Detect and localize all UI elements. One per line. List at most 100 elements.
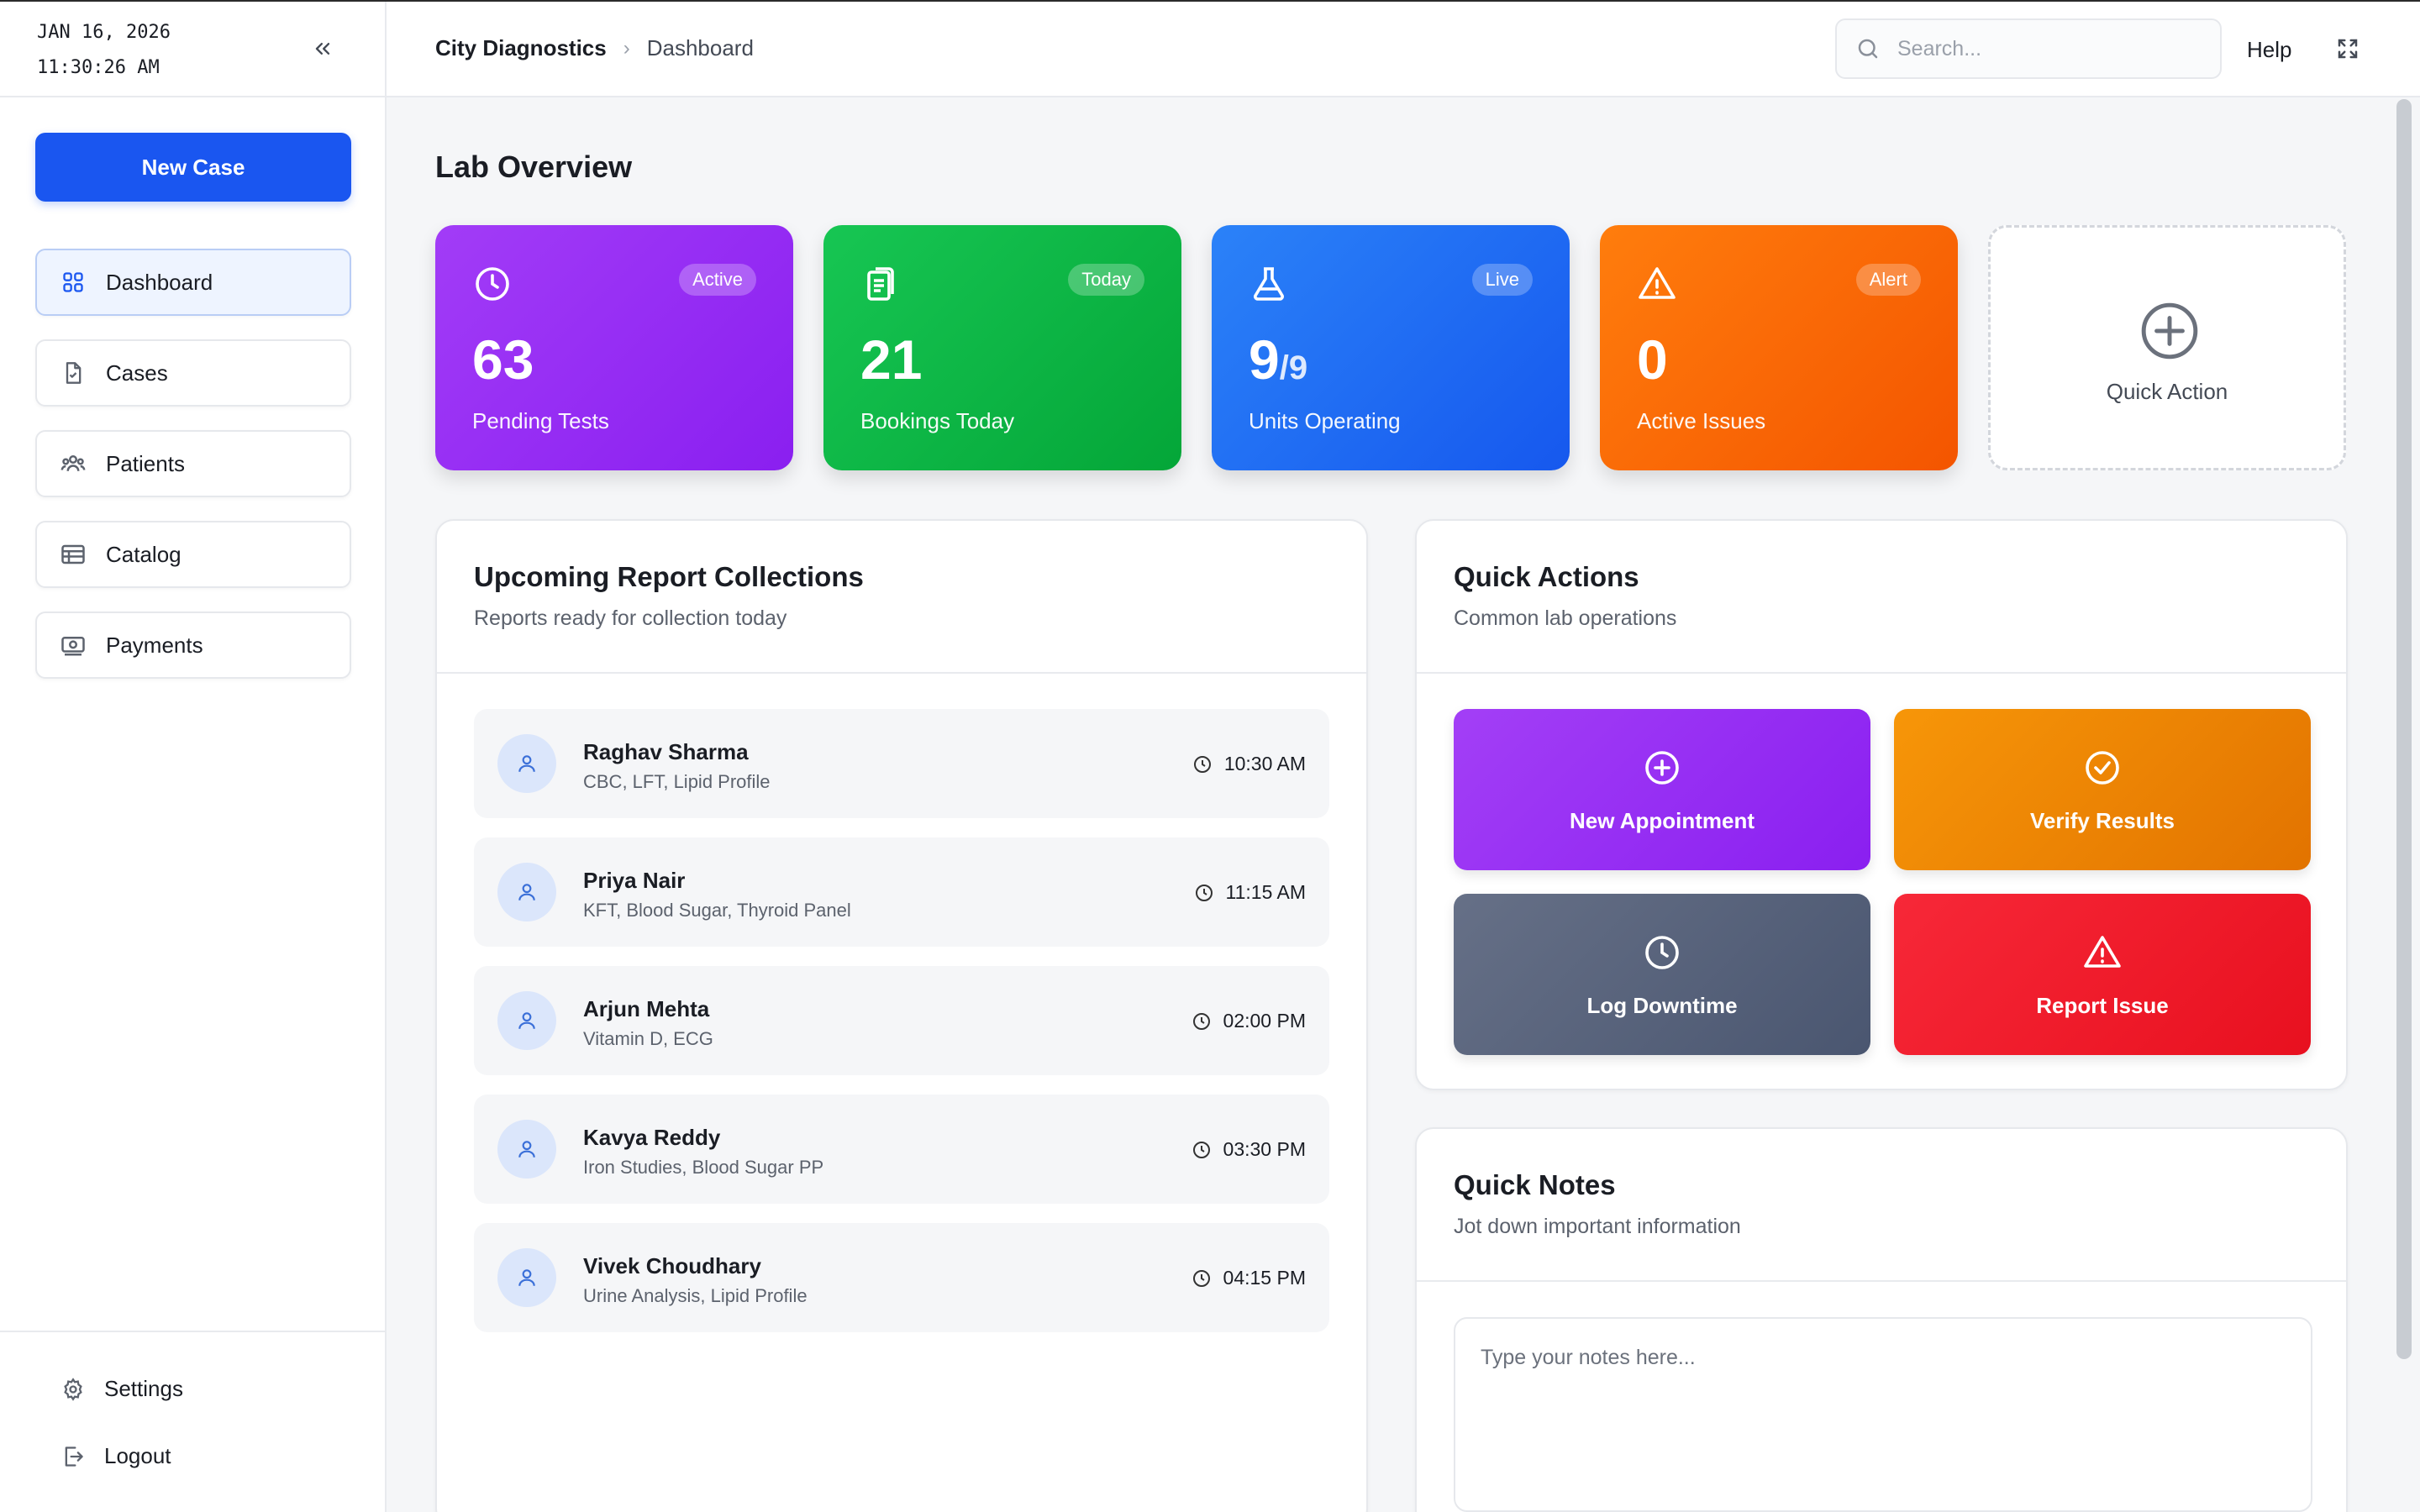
sidebar-footer: Settings Logout xyxy=(0,1331,385,1512)
stat-label: Pending Tests xyxy=(472,408,609,433)
status-badge: Alert xyxy=(1855,264,1921,296)
plus-circle-icon xyxy=(2141,302,2198,360)
warning-icon xyxy=(2084,936,2121,968)
user-icon xyxy=(518,1269,535,1286)
money-icon xyxy=(60,633,86,658)
patient-tests: Iron Studies, Blood Sugar PP xyxy=(583,1157,824,1178)
action-label: New Appointment xyxy=(1569,808,1755,833)
sidebar-item-cases[interactable]: Cases xyxy=(35,339,351,407)
sidebar-header: JAN 16, 2026 11:30:26 AM xyxy=(0,2,385,97)
patient-tests: CBC, LFT, Lipid Profile xyxy=(583,771,771,792)
time-value: 03:30 PM xyxy=(1223,1138,1306,1160)
page-scrollbar[interactable] xyxy=(2396,99,2412,1359)
avatar xyxy=(497,1248,556,1307)
quick-notes-card: Quick Notes Jot down important informati… xyxy=(1415,1127,2348,1512)
search-input[interactable] xyxy=(1897,36,2217,61)
time-value: 10:30 AM xyxy=(1223,753,1306,774)
sidebar-item-label: Cases xyxy=(106,360,168,386)
expand-icon xyxy=(2338,39,2358,59)
stat-card-bookings-today[interactable]: Today 21 Bookings Today xyxy=(823,225,1181,470)
patient-name: Priya Nair xyxy=(583,868,686,893)
collection-time: 11:15 AM xyxy=(1194,881,1306,904)
time-value: 04:15 PM xyxy=(1223,1267,1306,1289)
list-item[interactable]: Priya Nair KFT, Blood Sugar, Thyroid Pan… xyxy=(474,837,1329,947)
sidebar-item-dashboard[interactable]: Dashboard xyxy=(35,249,351,316)
collection-time: 10:30 AM xyxy=(1192,753,1306,775)
chevron-right-icon: › xyxy=(623,36,630,60)
status-badge: Active xyxy=(679,264,756,296)
search-box[interactable] xyxy=(1835,18,2222,79)
stat-card-active-issues[interactable]: Alert 0 Active Issues xyxy=(1600,225,1958,470)
logout-icon xyxy=(60,1444,86,1469)
sidebar-item-payments[interactable]: Payments xyxy=(35,612,351,679)
sidebar: JAN 16, 2026 11:30:26 AM New Case Dashbo… xyxy=(0,2,387,1512)
top-header: City Diagnostics › Dashboard Help xyxy=(387,2,2420,97)
list-item[interactable]: Kavya Reddy Iron Studies, Blood Sugar PP… xyxy=(474,1095,1329,1204)
report-issue-button[interactable]: Report Issue xyxy=(1894,894,2311,1055)
patient-tests: KFT, Blood Sugar, Thyroid Panel xyxy=(583,900,851,921)
list-item[interactable]: Vivek Choudhary Urine Analysis, Lipid Pr… xyxy=(474,1223,1329,1332)
stat-card-pending-tests[interactable]: Active 63 Pending Tests xyxy=(435,225,793,470)
chevrons-left-icon xyxy=(315,43,330,55)
grid-icon xyxy=(60,270,86,295)
new-appointment-button[interactable]: New Appointment xyxy=(1454,709,1870,870)
stat-value: 63 xyxy=(472,328,534,391)
stat-label: Active Issues xyxy=(1637,408,1766,433)
upcoming-collections-card: Upcoming Report Collections Reports read… xyxy=(435,519,1368,1512)
patient-tests: Urine Analysis, Lipid Profile xyxy=(583,1285,808,1306)
user-icon xyxy=(518,884,535,900)
stat-value: 21 xyxy=(860,328,923,391)
time-value: 02:00 PM xyxy=(1223,1010,1306,1032)
stat-value: 9/9 xyxy=(1249,328,1307,391)
stat-value-main: 9 xyxy=(1249,328,1280,391)
sidebar-item-label: Payments xyxy=(106,632,203,658)
collection-time: 02:00 PM xyxy=(1192,1010,1306,1032)
list-item[interactable]: Arjun Mehta Vitamin D, ECG 02:00 PM xyxy=(474,966,1329,1075)
sidebar-item-catalog[interactable]: Catalog xyxy=(35,521,351,588)
notes-textarea[interactable] xyxy=(1454,1317,2312,1512)
action-label: Verify Results xyxy=(2030,808,2175,833)
stat-value-total: /9 xyxy=(1279,349,1308,386)
patient-name: Vivek Choudhary xyxy=(583,1253,761,1278)
plus-circle-icon xyxy=(1645,751,1679,785)
card-header: Quick Notes Jot down important informati… xyxy=(1417,1129,2346,1282)
clock-icon xyxy=(1195,884,1213,901)
fullscreen-button[interactable] xyxy=(2333,34,2363,64)
user-icon xyxy=(518,1012,535,1029)
gear-icon xyxy=(60,1377,86,1402)
verify-results-button[interactable]: Verify Results xyxy=(1894,709,2311,870)
clock-icon xyxy=(1192,1141,1210,1158)
card-title: Upcoming Report Collections xyxy=(474,561,864,592)
stat-card-units-operating[interactable]: Live 9/9 Units Operating xyxy=(1212,225,1570,470)
sidebar-item-label: Dashboard xyxy=(106,269,213,295)
breadcrumb: City Diagnostics › Dashboard xyxy=(435,35,754,61)
user-icon xyxy=(518,755,535,772)
new-case-button[interactable]: New Case xyxy=(35,133,351,202)
settings-link[interactable]: Settings xyxy=(60,1376,183,1402)
settings-label: Settings xyxy=(104,1376,183,1401)
flask-icon xyxy=(1254,267,1284,301)
log-downtime-button[interactable]: Log Downtime xyxy=(1454,894,1870,1055)
card-subtitle: Reports ready for collection today xyxy=(474,606,787,630)
stat-label: Units Operating xyxy=(1249,408,1401,433)
clock-icon xyxy=(1192,1269,1210,1287)
sidebar-item-patients[interactable]: Patients xyxy=(35,430,351,497)
card-subtitle: Common lab operations xyxy=(1454,606,1677,630)
patient-name: Arjun Mehta xyxy=(583,996,710,1021)
current-time: 11:30:26 AM xyxy=(37,57,160,78)
patient-name: Kavya Reddy xyxy=(583,1125,721,1150)
quick-action-label: Quick Action xyxy=(2106,379,2228,404)
quick-actions-card: Quick Actions Common lab operations New … xyxy=(1415,519,2348,1090)
table-icon xyxy=(60,542,86,567)
logout-link[interactable]: Logout xyxy=(60,1443,171,1469)
list-item[interactable]: Raghav Sharma CBC, LFT, Lipid Profile 10… xyxy=(474,709,1329,818)
search-icon xyxy=(1858,39,1878,59)
collection-time: 04:15 PM xyxy=(1192,1267,1306,1289)
collapse-sidebar-button[interactable] xyxy=(308,34,338,64)
user-icon xyxy=(518,1141,535,1158)
breadcrumb-root[interactable]: City Diagnostics xyxy=(435,35,607,60)
users-icon xyxy=(60,451,86,476)
quick-action-tile[interactable]: Quick Action xyxy=(1988,225,2346,470)
breadcrumb-current: Dashboard xyxy=(646,35,754,60)
help-link[interactable]: Help xyxy=(2247,37,2292,62)
